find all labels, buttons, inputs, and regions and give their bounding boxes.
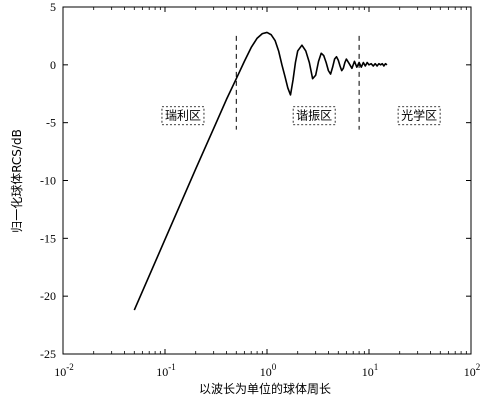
region-label-box: [397, 106, 441, 126]
x-tick-label: 102: [464, 362, 481, 379]
y-tick-label: -5: [46, 116, 56, 130]
y-tick-label: -15: [40, 231, 56, 245]
y-tick-label: 0: [50, 58, 56, 72]
y-tick-label: 5: [50, 0, 56, 14]
x-axis-label: 以波长为单位的球体周长: [199, 381, 331, 396]
rcs-curve: [133, 31, 388, 311]
region-label: 瑞利区: [165, 109, 201, 123]
region-label: 光学区: [401, 108, 437, 123]
plot-frame: [62, 6, 472, 355]
y-tick-label: -20: [40, 289, 56, 303]
region-boundaries: [235, 35, 360, 130]
region-labels: 瑞利区 谐振区 光学区: [161, 106, 441, 126]
y-axis-label: 归一化球体RCS/dB: [10, 129, 24, 233]
region-label-box: [161, 106, 205, 126]
x-tick-label: 10-1: [156, 362, 176, 379]
y-tick-label: -25: [40, 347, 56, 361]
x-tick-label: 101: [362, 362, 379, 379]
y-tick-label: -10: [40, 174, 56, 188]
region-label-box: [292, 106, 336, 126]
x-tick-label: 10-2: [54, 362, 74, 379]
x-tick-label: 100: [260, 362, 277, 379]
region-label: 谐振区: [296, 109, 332, 123]
